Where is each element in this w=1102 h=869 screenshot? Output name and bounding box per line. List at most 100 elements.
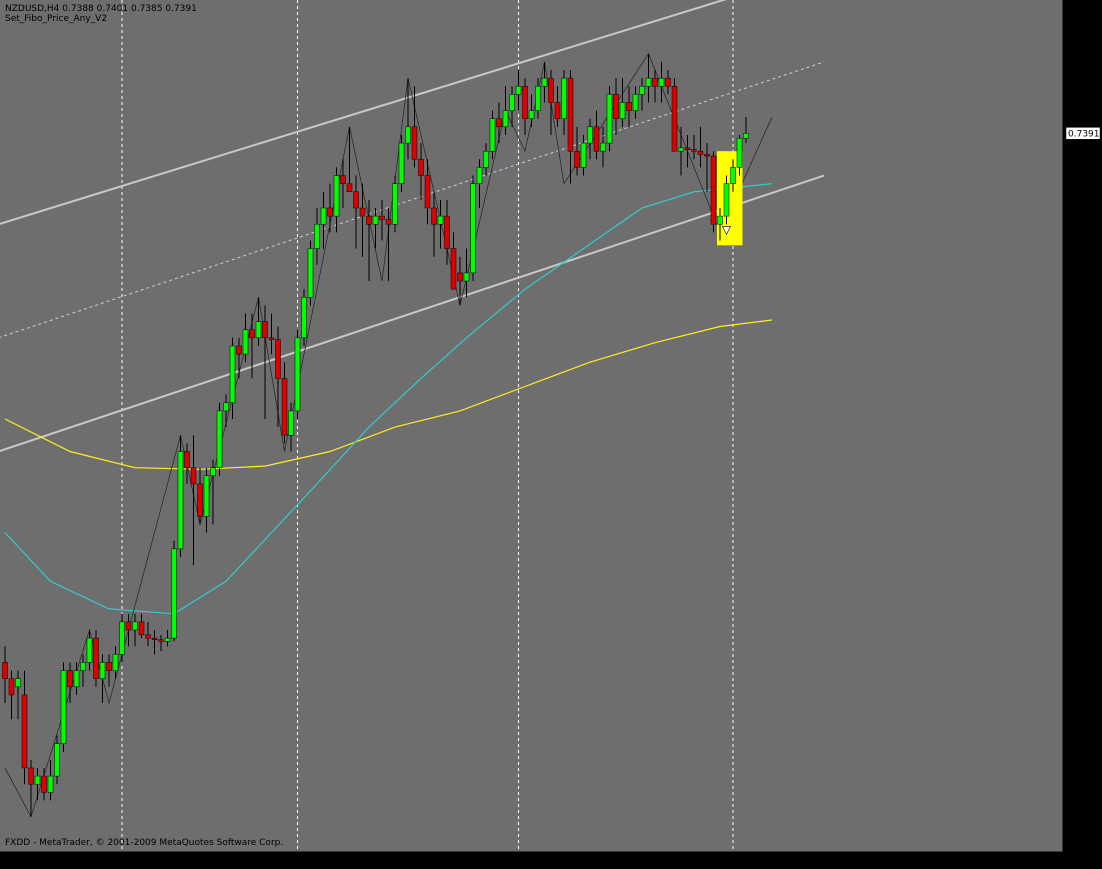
candle	[93, 630, 99, 687]
candle-body	[476, 167, 483, 184]
candle	[606, 86, 613, 152]
candle	[164, 630, 171, 647]
candle-body	[177, 451, 184, 550]
candle-body	[41, 775, 47, 793]
candle-body	[424, 175, 431, 209]
y-tick-label: 0.7115	[1069, 577, 1101, 587]
candle	[210, 459, 216, 525]
candle-body	[80, 662, 86, 671]
candle-body	[678, 147, 684, 152]
y-tick-label: 0.7375	[1069, 155, 1101, 165]
candle-body	[203, 475, 210, 517]
x-tick-label: 23 Dec 16:00	[61, 857, 122, 867]
candle	[294, 329, 301, 419]
candle-body	[645, 77, 652, 87]
candle-body	[190, 467, 197, 485]
candle	[613, 78, 619, 135]
y-tick-label: 0.6975	[1069, 805, 1101, 815]
candle	[444, 199, 450, 265]
x-tick-label: 5 Jan 08:00	[353, 857, 405, 867]
candle	[509, 86, 515, 127]
candle	[411, 86, 418, 168]
candle-body	[67, 670, 73, 688]
candle-body	[665, 77, 671, 87]
candle-body	[47, 775, 54, 793]
y-tick-label: 0.7095	[1069, 610, 1101, 620]
candle-body	[535, 86, 541, 111]
candle	[223, 394, 229, 428]
candle	[8, 670, 15, 720]
plot-content	[0, 0, 825, 852]
candle-body	[743, 133, 749, 139]
channel-line	[0, 174, 825, 453]
y-tick-label: 0.6995	[1069, 772, 1101, 782]
candle	[535, 78, 541, 119]
candle	[54, 735, 60, 785]
candle-body	[489, 118, 496, 152]
candle-body	[671, 86, 678, 152]
candle	[541, 61, 548, 103]
candle-body	[567, 77, 574, 152]
candle	[171, 540, 177, 642]
y-tick-label: 0.7275	[1069, 318, 1101, 328]
candle-body	[723, 183, 730, 217]
candle-body	[54, 743, 60, 777]
candle	[717, 208, 723, 241]
candle	[639, 78, 645, 111]
candle-body	[619, 102, 626, 119]
candle	[424, 159, 431, 225]
candle	[60, 662, 67, 752]
candle-body	[171, 548, 177, 639]
candle-body	[411, 126, 418, 160]
y-tick-label: 0.7155	[1069, 512, 1101, 522]
channel-line	[0, 61, 825, 338]
candle	[567, 70, 574, 184]
candle	[652, 70, 658, 103]
candle-body	[626, 102, 632, 111]
candle	[366, 199, 372, 282]
arrow-marker	[722, 226, 731, 236]
candle	[145, 621, 151, 647]
y-tick-label: 0.7235	[1069, 383, 1101, 393]
candle	[151, 630, 158, 655]
candle	[600, 126, 606, 168]
candle	[405, 78, 411, 160]
candle-body	[457, 272, 463, 282]
candle-body	[613, 94, 619, 119]
candle-body	[717, 215, 723, 225]
candle	[691, 134, 697, 160]
candle	[372, 208, 379, 249]
candle	[392, 175, 398, 233]
candle	[385, 208, 392, 282]
candle-body	[320, 207, 327, 225]
candle-body	[197, 483, 203, 517]
candle	[697, 126, 704, 168]
candle	[15, 670, 21, 720]
candle-body	[697, 150, 704, 155]
x-tick-label: 14 Jan 00:00	[646, 857, 703, 867]
candle	[483, 143, 489, 176]
candle	[463, 248, 470, 298]
symbol-header: NZDUSD,H4 0.7388 0.7401 0.7385 0.7391	[5, 4, 197, 14]
candle-body	[301, 297, 307, 339]
candle-body	[60, 670, 67, 744]
candle-body	[145, 634, 151, 639]
candle	[398, 134, 405, 192]
candle-body	[431, 207, 437, 225]
y-tick-label: 0.7455	[1069, 25, 1101, 35]
candle	[743, 117, 749, 144]
candle	[736, 134, 743, 176]
candle	[249, 313, 255, 379]
candle	[359, 183, 366, 257]
x-tick-label: 29 Dec 08:00	[178, 857, 239, 867]
candle-body	[125, 621, 132, 631]
candle-body	[606, 94, 613, 144]
candle	[255, 297, 262, 346]
candle-body	[86, 637, 93, 663]
candle-body	[704, 154, 710, 157]
x-tick-label: 18 Jan 16:00	[763, 857, 820, 867]
candle-body	[658, 77, 665, 87]
candle-body	[333, 175, 340, 217]
